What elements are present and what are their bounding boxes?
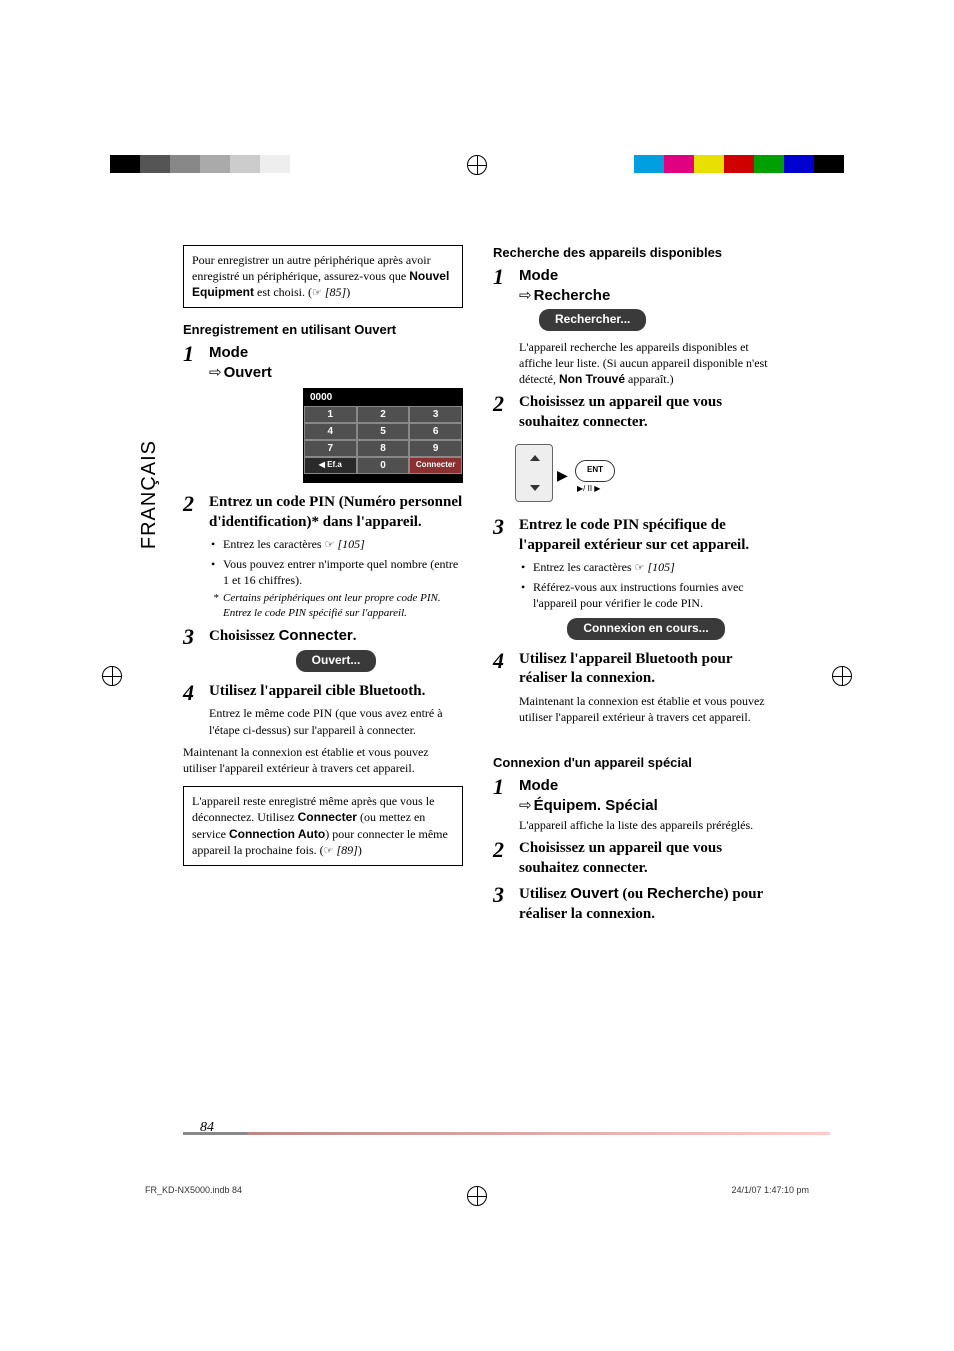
left-step-3: 3 Choisissez Connecter. Ouvert... bbox=[183, 626, 463, 676]
ent-sublabel: ▶/ II ▶ bbox=[577, 484, 600, 493]
footer-timestamp: 24/1/07 1:47:10 pm bbox=[731, 1185, 809, 1195]
left-column: Pour enregistrer un autre périphérique a… bbox=[183, 245, 463, 930]
up-arrow-icon bbox=[530, 455, 540, 461]
left-step-4: 4 Utilisez l'appareil cible Bluetooth. E… bbox=[183, 682, 463, 738]
reference-icon bbox=[312, 285, 322, 299]
key-5: 5 bbox=[357, 423, 410, 440]
bullet-item: Entrez les caractères [105] bbox=[223, 536, 463, 553]
section-heading-special: Connexion d'un appareil spécial bbox=[493, 755, 773, 770]
status-pill-ouvert: Ouvert... bbox=[296, 650, 377, 672]
status-pill-connexion: Connexion en cours... bbox=[567, 618, 724, 640]
right-special-step-1: 1 Mode Équipem. Spécial L'appareil affic… bbox=[493, 776, 773, 833]
registration-mark-icon bbox=[832, 666, 852, 686]
arrow-icon bbox=[519, 287, 534, 304]
bullet-item: Vous pouvez entrer n'importe quel nombre… bbox=[223, 556, 463, 590]
right-search-step-3: 3 Entrez le code PIN spécifique de l'app… bbox=[493, 516, 773, 644]
remote-control-diagram: ▶ ENT ▶/ II ▶ bbox=[515, 438, 625, 510]
status-pill-rechercher: Rechercher... bbox=[539, 309, 646, 331]
arrow-icon bbox=[519, 797, 534, 814]
down-arrow-icon bbox=[530, 485, 540, 491]
grayscale-bars bbox=[110, 155, 290, 173]
key-4: 4 bbox=[304, 423, 357, 440]
right-special-step-3: 3 Utilisez Ouvert (ou Recherche) pour ré… bbox=[493, 884, 773, 924]
reference-icon bbox=[325, 537, 335, 551]
key-9: 9 bbox=[409, 440, 462, 457]
right-special-step-2: 2 Choisissez un appareil que vous souhai… bbox=[493, 839, 773, 878]
right-arrow-icon: ▶ bbox=[557, 468, 568, 485]
section-heading-recherche: Recherche des appareils disponibles bbox=[493, 245, 773, 260]
arrow-icon bbox=[209, 364, 224, 381]
key-efa: ◀ Ef.a bbox=[304, 457, 357, 474]
ent-button-icon: ENT bbox=[575, 460, 615, 482]
bottom-rule bbox=[183, 1132, 830, 1135]
right-column: Recherche des appareils disponibles 1 Mo… bbox=[493, 245, 773, 930]
reference-icon bbox=[635, 560, 645, 574]
key-0: 0 bbox=[357, 457, 410, 474]
bullet-item: Référez-vous aux instructions fournies a… bbox=[533, 579, 773, 613]
section-heading-ouvert: Enregistrement en utilisant Ouvert bbox=[183, 322, 463, 337]
left-step-2: 2 Entrez un code PIN (Numéro personnel d… bbox=[183, 493, 463, 620]
key-3: 3 bbox=[409, 406, 462, 423]
footnote: Certains périphériques ont leur propre c… bbox=[209, 591, 463, 620]
reference-icon bbox=[324, 843, 334, 857]
bullet-item: Entrez les caractères [105] bbox=[533, 559, 773, 576]
key-1: 1 bbox=[304, 406, 357, 423]
color-bars bbox=[634, 155, 844, 173]
info-box-bottom: L'appareil reste enregistré même après q… bbox=[183, 786, 463, 865]
key-connecter: Connecter bbox=[409, 457, 462, 474]
key-6: 6 bbox=[409, 423, 462, 440]
left-step-1: 1 Mode Ouvert bbox=[183, 343, 463, 382]
info-text: Pour enregistrer un autre périphérique a… bbox=[192, 253, 431, 283]
language-tab: FRANÇAIS bbox=[138, 440, 161, 549]
connection-established-text: Maintenant la connexion est établie et v… bbox=[183, 744, 463, 776]
right-search-step-2: 2 Choisissez un appareil que vous souhai… bbox=[493, 393, 773, 432]
footer-filename: FR_KD-NX5000.indb 84 bbox=[145, 1185, 242, 1195]
info-box-top: Pour enregistrer un autre périphérique a… bbox=[183, 245, 463, 308]
key-8: 8 bbox=[357, 440, 410, 457]
registration-mark-icon bbox=[467, 155, 487, 175]
registration-mark-icon bbox=[102, 666, 122, 686]
pin-keypad: 0000 1 2 3 4 5 6 7 8 9 ◀ Ef.a 0 Connecte… bbox=[303, 388, 463, 483]
right-search-step-1: 1 Mode Recherche Rechercher... L'apparei… bbox=[493, 266, 773, 387]
page-content: Pour enregistrer un autre périphérique a… bbox=[183, 245, 773, 930]
key-2: 2 bbox=[357, 406, 410, 423]
right-search-step-4: 4 Utilisez l'appareil Bluetooth pour réa… bbox=[493, 650, 773, 725]
keypad-display: 0000 bbox=[304, 389, 462, 406]
key-7: 7 bbox=[304, 440, 357, 457]
registration-mark-icon bbox=[467, 1186, 487, 1206]
